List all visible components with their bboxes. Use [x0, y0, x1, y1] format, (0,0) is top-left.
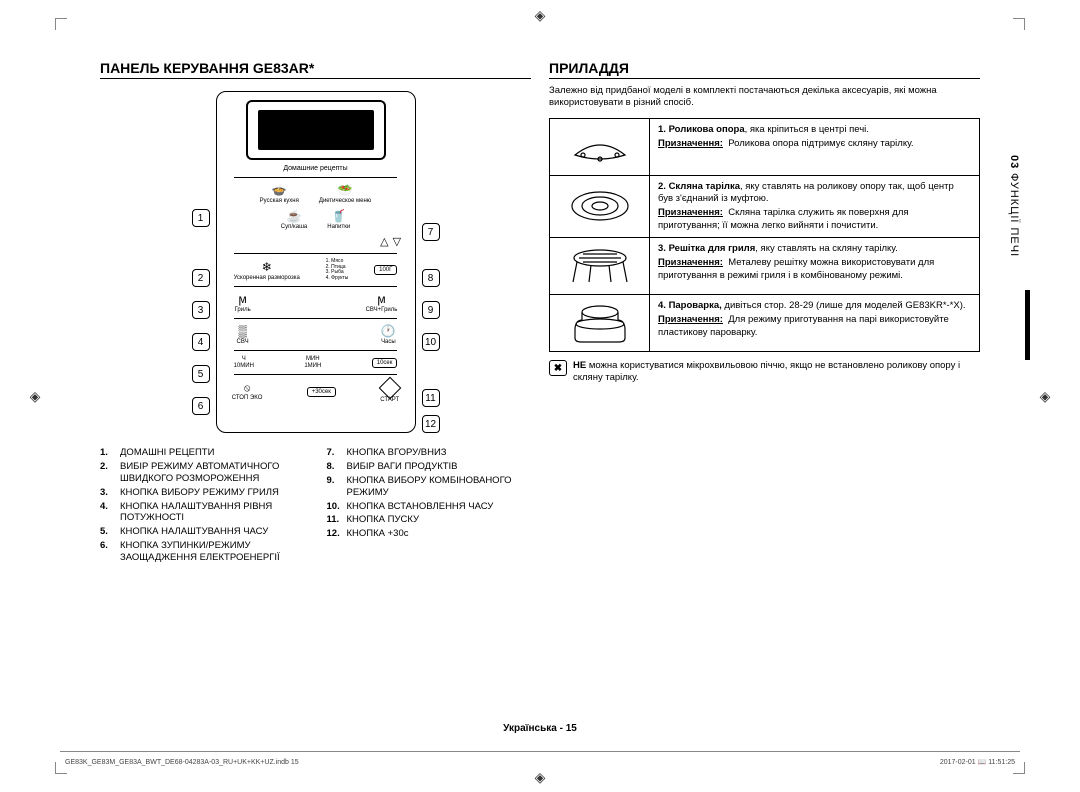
registration-mark: [533, 770, 547, 784]
accessory-text: 4. Пароварка, дивіться стор. 28-29 (лише…: [650, 295, 979, 351]
crop-mark: [1013, 18, 1025, 30]
callout-5: 5: [192, 365, 210, 383]
legend-item: 8.ВИБІР ВАГИ ПРОДУКТІВ: [327, 461, 532, 473]
legend-item: 7.КНОПКА ВГОРУ/ВНИЗ: [327, 447, 532, 459]
stop-eco-icon: ⦸СТОП ЭКО: [232, 383, 263, 401]
callout-11: 11: [422, 389, 440, 407]
legend-item: 11.КНОПКА ПУСКУ: [327, 514, 532, 526]
side-tab: 03 ФУНКЦІЇ ПЕЧІ: [1008, 155, 1020, 257]
right-column: ПРИЛАДДЯ Залежно від придбаної моделі в …: [549, 60, 980, 722]
callout-2: 2: [192, 269, 210, 287]
soup-icon: ☕Суп/каша: [281, 209, 308, 230]
accessory-text: 3. Решітка для гриля, яку ставлять на ск…: [650, 238, 979, 294]
defrost-icon: ❄Ускоренная разморозка: [234, 260, 300, 281]
legend-item: 4.КНОПКА НАЛАШТУВАННЯ РІВНЯ ПОТУЖНОСТІ: [100, 501, 305, 525]
registration-mark: [533, 8, 547, 22]
warning-row: ✖ НЕ можна користуватися мікрохвильовою …: [549, 360, 980, 385]
legend: 1.ДОМАШНІ РЕЦЕПТИ 2.ВИБІР РЕЖИМУ АВТОМАТИ…: [100, 447, 531, 566]
accessory-text: 2. Скляна тарілка, яку ставлять на ролик…: [650, 176, 979, 237]
callout-4: 4: [192, 333, 210, 351]
callouts-right: 7 8 9 10 11 12: [422, 91, 440, 433]
footer-rule: [60, 751, 1020, 752]
legend-item: 9.КНОПКА ВИБОРУ КОМБІНОВАНОГО РЕЖИМУ: [327, 475, 532, 499]
callout-9: 9: [422, 301, 440, 319]
page-number: Українська - 15: [0, 723, 1080, 734]
clock-icon: 🕐Часы: [379, 324, 397, 345]
legend-item: 5.КНОПКА НАЛАШТУВАННЯ ЧАСУ: [100, 526, 305, 538]
min-label: МИН1МИН: [304, 356, 321, 369]
grill-icon: ϻГриль: [234, 292, 252, 313]
legend-item: 10.КНОПКА ВСТАНОВЛЕННЯ ЧАСУ: [327, 501, 532, 513]
footer-timestamp: 2017-02-01 📖 11:51:25: [940, 758, 1015, 766]
intro-text: Залежно від придбаної моделі в комплекті…: [549, 85, 980, 110]
hour-label: Ч10МИН: [234, 356, 254, 369]
section-title-accessories: ПРИЛАДДЯ: [549, 60, 980, 79]
callout-1: 1: [192, 209, 210, 227]
crop-mark: [55, 18, 67, 30]
callout-12: 12: [422, 415, 440, 433]
warning-bold: НЕ: [573, 360, 586, 371]
microwave-icon: ▒СВЧ: [234, 324, 252, 345]
accessory-icon: [550, 119, 650, 175]
accessory-icon: [550, 238, 650, 294]
russian-cuisine-icon: 🍲Русская кухня: [260, 183, 299, 204]
accessory-icon: [550, 295, 650, 351]
accessory-row: 4. Пароварка, дивіться стор. 28-29 (лише…: [550, 294, 979, 351]
combi-icon: ϻСВЧ+Гриль: [366, 292, 398, 313]
control-panel-diagram: 1 2 3 4 5 6 Домашние рецепты 🍲Русская ку…: [100, 91, 531, 433]
legend-item: 2.ВИБІР РЕЖИМУ АВТОМАТИЧНОГО ШВИДКОГО РО…: [100, 461, 305, 485]
accessory-row: 3. Решітка для гриля, яку ставлять на ск…: [550, 237, 979, 294]
callout-10: 10: [422, 333, 440, 351]
warning-text: можна користуватися мікрохвильовою піччю…: [573, 360, 960, 383]
diet-menu-icon: 🥗Диетическое меню: [319, 183, 371, 204]
side-tab-text: ФУНКЦІЇ ПЕЧІ: [1008, 173, 1020, 257]
display-icon: [246, 100, 386, 160]
callout-3: 3: [192, 301, 210, 319]
callouts-left: 1 2 3 4 5 6: [192, 91, 210, 433]
start-icon: СТАРТ: [380, 380, 399, 403]
weight-label: 100Г: [374, 265, 397, 275]
registration-mark: [1038, 389, 1052, 403]
legend-item: 1.ДОМАШНІ РЕЦЕПТИ: [100, 447, 305, 459]
registration-mark: [28, 389, 42, 403]
legend-item: 3.КНОПКА ВИБОРУ РЕЖИМУ ГРИЛЯ: [100, 487, 305, 499]
legend-item: 6.КНОПКА ЗУПИНКИ/РЕЖИМУ ЗАОЩАДЖЕННЯ ЕЛЕК…: [100, 540, 305, 564]
accessories-table: 1. Роликова опора, яка кріпиться в центр…: [549, 118, 980, 352]
recipes-label: Домашние рецепты: [283, 165, 347, 172]
callout-6: 6: [192, 397, 210, 415]
callout-8: 8: [422, 269, 440, 287]
left-column: ПАНЕЛЬ КЕРУВАННЯ GE83AR* 1 2 3 4 5 6 До: [100, 60, 531, 722]
accessory-text: 1. Роликова опора, яка кріпиться в центр…: [650, 119, 979, 175]
warning-icon: ✖: [549, 360, 567, 376]
callout-7: 7: [422, 223, 440, 241]
control-panel: Домашние рецепты 🍲Русская кухня 🥗Диетиче…: [216, 91, 416, 433]
plus30-label: +30сек: [307, 387, 336, 397]
defrost-list: 1. Мясо 2. Птица 3. Рыба 4. Фрукты: [326, 259, 349, 281]
legend-item: 12.КНОПКА +30с: [327, 528, 532, 540]
side-tab-num: 03: [1008, 155, 1020, 169]
side-tab-bar: [1025, 290, 1030, 360]
accessory-row: 2. Скляна тарілка, яку ставлять на ролик…: [550, 175, 979, 237]
ten-sec-label: 10сек: [372, 358, 398, 368]
accessory-row: 1. Роликова опора, яка кріпиться в центр…: [550, 119, 979, 175]
drinks-icon: 🥤Напитки: [327, 209, 350, 230]
accessory-icon: [550, 176, 650, 237]
footer-filename: GE83K_GE83M_GE83A_BWT_DE68-04283A-03_RU+…: [65, 759, 299, 766]
section-title-control-panel: ПАНЕЛЬ КЕРУВАННЯ GE83AR*: [100, 60, 531, 79]
